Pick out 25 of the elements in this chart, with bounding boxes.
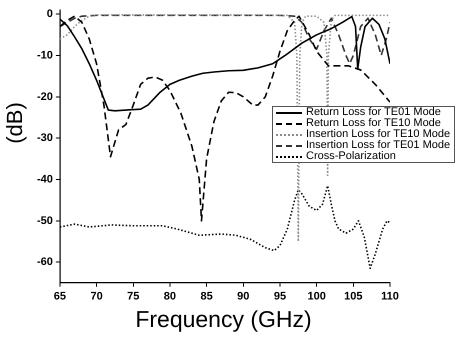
x-axis-title: Frequency (GHz) — [134, 306, 313, 333]
x-tick-label: 65 — [54, 290, 66, 302]
x-tick-label: 110 — [381, 290, 399, 302]
x-tick-label: 80 — [164, 290, 176, 302]
legend-label: Insertion Loss for TE01 Mode — [306, 139, 450, 151]
legend-label: Insertion Loss for TE10 Mode — [306, 128, 450, 140]
y-tick-label: -30 — [36, 132, 53, 144]
legend-label: Cross-Polarization — [306, 150, 396, 162]
x-tick-label: 70 — [90, 290, 103, 302]
y-tick-label: -40 — [36, 174, 53, 186]
x-tick-label: 75 — [127, 290, 140, 302]
x-tick-label: 90 — [237, 290, 250, 302]
legend-label: Return Loss for TE10 Mode — [306, 117, 441, 129]
x-tick-label: 105 — [344, 290, 362, 302]
y-tick-label: 0 — [46, 8, 53, 20]
y-tick-label: -20 — [36, 90, 53, 103]
x-tick-label: 95 — [274, 290, 286, 302]
y-tick-label: -50 — [36, 214, 53, 227]
line-series — [60, 14, 390, 65]
y-tick-label: -10 — [36, 50, 53, 62]
x-tick-label: 85 — [200, 290, 213, 302]
x-tick-label: 100 — [307, 290, 326, 302]
legend-label: Return Loss for TE01 Mode — [306, 106, 441, 118]
y-axis-title: (dB) — [2, 101, 28, 146]
y-tick-label: -60 — [36, 256, 53, 268]
